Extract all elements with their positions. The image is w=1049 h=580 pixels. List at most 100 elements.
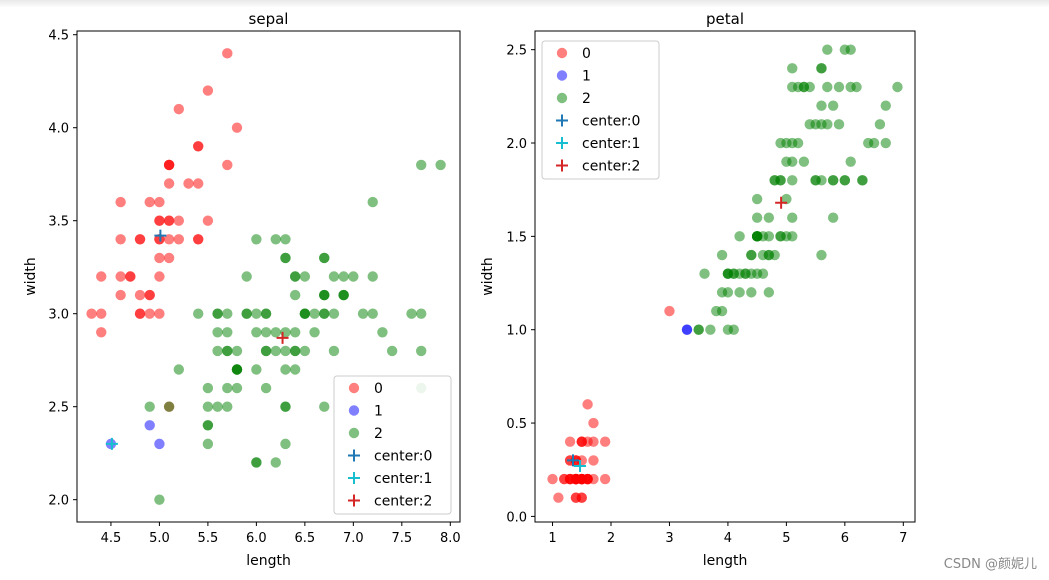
x-tick-label: 5.5 [198, 531, 219, 546]
data-point [681, 324, 693, 335]
data-point [833, 81, 845, 93]
top-toolbar-shadow [0, 0, 1049, 8]
x-axis-label: length [703, 553, 748, 569]
data-point [134, 234, 146, 245]
legend-label: 1 [374, 404, 383, 420]
y-tick-label: 1.5 [506, 230, 527, 245]
data-point [328, 308, 340, 319]
data-point [222, 327, 233, 338]
y-tick-label: 3.5 [48, 215, 69, 230]
data-point [163, 178, 175, 189]
data-point [845, 44, 856, 55]
data-point [338, 289, 349, 301]
data-point [222, 159, 233, 171]
data-point [260, 308, 272, 319]
series-1 [681, 324, 693, 335]
data-point [241, 271, 252, 282]
legend-label: center:1 [582, 136, 640, 152]
data-point [280, 401, 291, 412]
legend-box [333, 375, 452, 515]
legend-label: center:0 [582, 114, 640, 130]
data-point [202, 420, 214, 431]
y-tick-label: 4.5 [48, 29, 69, 44]
legend-label: center:1 [374, 471, 432, 487]
y-tick-label: 2.5 [506, 44, 527, 59]
data-point [115, 289, 126, 301]
data-point [816, 100, 827, 111]
data-point [163, 234, 175, 245]
data-point [212, 401, 223, 412]
data-point [289, 345, 301, 357]
data-point [222, 48, 233, 59]
y-tick-label: 2.5 [48, 401, 69, 416]
data-point [367, 196, 378, 208]
data-point [289, 271, 301, 282]
center-marker [105, 437, 118, 450]
data-point [570, 473, 582, 485]
data-point [309, 327, 320, 338]
legend-marker [556, 47, 568, 59]
legend-label: 0 [374, 381, 383, 397]
data-point [202, 215, 214, 226]
data-point [280, 438, 291, 450]
data-point [588, 417, 599, 429]
data-point [154, 196, 165, 208]
data-point [769, 249, 780, 261]
data-point [173, 234, 185, 245]
data-point [763, 212, 775, 223]
data-point [699, 268, 710, 279]
data-point [816, 63, 827, 74]
data-point [810, 175, 821, 186]
data-point [367, 308, 378, 319]
data-point [599, 436, 611, 447]
data-point [289, 364, 301, 375]
data-point [728, 324, 739, 335]
data-point [792, 137, 804, 149]
x-tick-label: 2 [607, 531, 615, 546]
data-point [787, 212, 798, 223]
data-point [96, 308, 107, 319]
legend-marker [348, 494, 360, 507]
data-point [851, 81, 862, 93]
data-point [280, 252, 291, 264]
legend-marker [556, 92, 568, 104]
data-point [746, 287, 757, 298]
data-point [868, 137, 880, 149]
data-point [775, 175, 786, 186]
data-point [827, 175, 839, 186]
data-point [833, 119, 845, 130]
legend-label: 2 [374, 426, 383, 442]
x-tick-label: 8.0 [440, 531, 461, 546]
legend-label: center:2 [374, 494, 432, 510]
data-point [270, 457, 281, 468]
y-tick-label: 2.0 [48, 494, 69, 509]
legend-marker [556, 70, 568, 81]
data-point [705, 324, 716, 335]
y-tick-label: 0.5 [506, 417, 527, 432]
data-point [231, 364, 243, 375]
data-point [86, 308, 97, 319]
data-point [212, 327, 223, 338]
data-point [202, 382, 214, 394]
legend-marker [348, 449, 360, 462]
series-2 [693, 44, 903, 335]
data-point [798, 156, 810, 167]
x-tick-label: 7 [899, 531, 907, 546]
data-point [202, 438, 214, 450]
x-tick-label: 7.0 [343, 531, 364, 546]
data-point [202, 401, 214, 412]
data-point [193, 178, 204, 189]
data-point [892, 81, 903, 93]
chart-petal: petal 1 2 3 4 5 6 7 0.0 0.5 1.0 1.5 2.0 2.5 length widt… [480, 10, 916, 569]
data-point [787, 175, 798, 186]
legend-label: center:0 [374, 449, 432, 465]
data-point [183, 178, 194, 189]
x-tick-label: 6 [841, 531, 849, 546]
data-point [734, 287, 745, 298]
data-point [816, 249, 827, 261]
data-point [328, 271, 340, 282]
data-point [144, 308, 155, 319]
data-point [251, 308, 262, 319]
data-point [787, 63, 798, 74]
data-point [231, 382, 243, 394]
